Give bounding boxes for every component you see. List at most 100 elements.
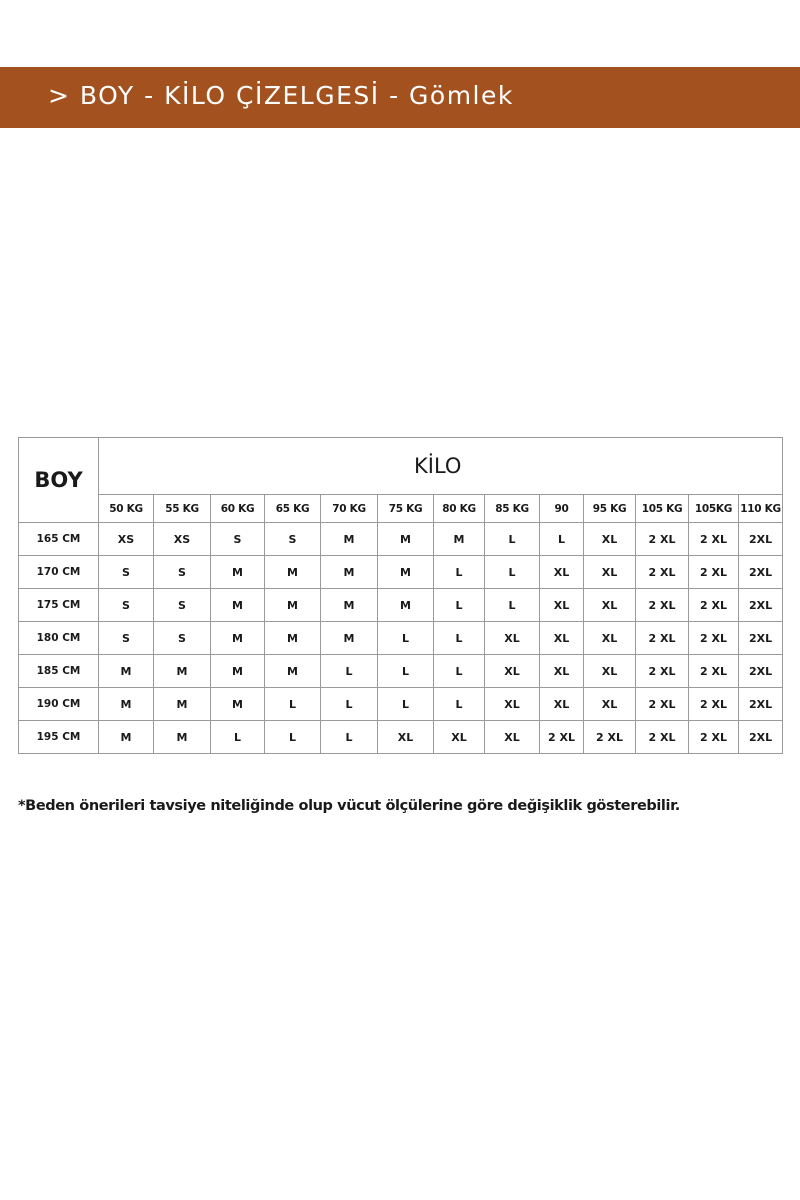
size-cell: XS <box>98 522 154 556</box>
size-cell: XL <box>484 621 540 655</box>
size-cell: L <box>484 588 540 622</box>
size-cell: 2 XL <box>539 720 584 754</box>
size-cell: M <box>210 588 265 622</box>
height-cell: 190 CM <box>18 687 99 721</box>
size-cell: XL <box>583 687 636 721</box>
weight-column-header: 85 KG <box>484 494 540 523</box>
height-cell: 185 CM <box>18 654 99 688</box>
size-cell: 2 XL <box>688 621 739 655</box>
table-row: 185 CM M M M M L L L XL XL XL 2 XL 2 XL 2XL <box>18 654 784 688</box>
size-cell: XL <box>583 588 636 622</box>
size-cell: 2 XL <box>635 621 689 655</box>
size-cell: S <box>153 588 211 622</box>
table-row: 195 CM M M L L L XL XL XL 2 XL 2 XL 2 XL 2 XL 2XL <box>18 720 784 754</box>
size-cell: L <box>377 687 434 721</box>
size-cell: L <box>433 687 485 721</box>
size-cell: L <box>433 555 485 589</box>
size-cell: L <box>264 687 321 721</box>
weight-column-header: 55 KG <box>153 494 211 523</box>
size-cell: XL <box>583 654 636 688</box>
size-cell: L <box>484 522 540 556</box>
size-cell: M <box>377 555 434 589</box>
size-cell: 2XL <box>737 588 784 622</box>
weight-column-header: 65 KG <box>264 494 321 523</box>
size-cell: L <box>484 555 540 589</box>
weight-column-header: 105 KG <box>635 494 689 523</box>
size-cell: S <box>98 588 154 622</box>
size-cell: XL <box>484 687 540 721</box>
size-cell: 2XL <box>737 522 784 556</box>
size-cell: 2 XL <box>635 555 689 589</box>
height-cell: 165 CM <box>18 522 99 556</box>
size-chart-table: BOY KİLO 50 KG 55 KG 60 KG 65 KG 70 KG 75 KG 8… <box>18 437 784 754</box>
height-cell: 195 CM <box>18 720 99 754</box>
size-cell: L <box>377 654 434 688</box>
size-cell: L <box>433 621 485 655</box>
size-cell: L <box>320 654 378 688</box>
size-cell: 2 XL <box>688 687 739 721</box>
size-cell: M <box>320 621 378 655</box>
weight-column-header: 95 KG <box>583 494 636 523</box>
weight-column-header: 90 <box>539 494 584 523</box>
size-cell: M <box>210 621 265 655</box>
size-cell: XL <box>484 654 540 688</box>
size-cell: S <box>153 621 211 655</box>
size-cell: M <box>377 588 434 622</box>
size-cell: XL <box>583 522 636 556</box>
table-row: 180 CM S S M M M L L XL XL XL 2 XL 2 XL 2XL <box>18 621 784 655</box>
size-cell: XS <box>153 522 211 556</box>
size-cell: M <box>264 588 321 622</box>
size-cell: 2XL <box>737 687 784 721</box>
weight-column-header: 105KG <box>688 494 739 523</box>
size-cell: XL <box>433 720 485 754</box>
size-cell: L <box>320 687 378 721</box>
size-cell: S <box>264 522 321 556</box>
size-cell: XL <box>539 555 584 589</box>
size-cell: M <box>320 555 378 589</box>
size-cell: L <box>539 522 584 556</box>
size-cell: L <box>433 588 485 622</box>
size-cell: XL <box>539 588 584 622</box>
size-cell: L <box>377 621 434 655</box>
weight-header-row: 50 KG 55 KG 60 KG 65 KG 70 KG 75 KG 80 KG 85 KG… <box>19 494 784 523</box>
size-cell: XL <box>583 621 636 655</box>
size-cell: S <box>98 555 154 589</box>
size-cell: M <box>264 654 321 688</box>
size-cell: 2XL <box>737 555 784 589</box>
size-cell: 2XL <box>737 654 784 688</box>
size-cell: S <box>210 522 265 556</box>
size-cell: 2 XL <box>688 588 739 622</box>
size-cell: 2 XL <box>688 522 739 556</box>
size-cell: 2XL <box>737 720 784 754</box>
size-cell: XL <box>539 654 584 688</box>
size-cell: XL <box>539 687 584 721</box>
size-cell: M <box>210 687 265 721</box>
table-row: 165 CM XS XS S S M M M L L XL 2 XL 2 XL 2XL <box>18 522 784 556</box>
size-cell: M <box>264 621 321 655</box>
size-cell: M <box>98 654 154 688</box>
size-cell: M <box>210 555 265 589</box>
size-cell: 2 XL <box>688 654 739 688</box>
kilo-header: KİLO <box>97 437 784 495</box>
size-cell: M <box>153 720 211 754</box>
table-body: 165 CM XS XS S S M M M L L XL 2 XL 2 XL 2XL 170 CM S S M M… <box>18 522 784 754</box>
size-cell: 2 XL <box>635 654 689 688</box>
header-banner: > BOY - KİLO ÇİZELGESİ - Gömlek <box>0 67 800 128</box>
weight-column-header: 110 KG <box>737 494 784 523</box>
size-cell: M <box>320 522 378 556</box>
size-cell: L <box>264 720 321 754</box>
table-row: 190 CM M M M L L L L XL XL XL 2 XL 2 XL 2XL <box>18 687 784 721</box>
footnote: *Beden önerileri tavsiye niteliğinde olu… <box>18 798 680 814</box>
size-cell: 2 XL <box>635 588 689 622</box>
size-cell: M <box>153 654 211 688</box>
weight-column-header: 70 KG <box>320 494 378 523</box>
size-cell: M <box>98 687 154 721</box>
size-cell: M <box>264 555 321 589</box>
height-cell: 170 CM <box>18 555 99 589</box>
size-cell: M <box>153 687 211 721</box>
size-cell: 2 XL <box>635 687 689 721</box>
size-cell: M <box>377 522 434 556</box>
size-cell: M <box>210 654 265 688</box>
size-cell: M <box>320 588 378 622</box>
height-cell: 175 CM <box>18 588 99 622</box>
